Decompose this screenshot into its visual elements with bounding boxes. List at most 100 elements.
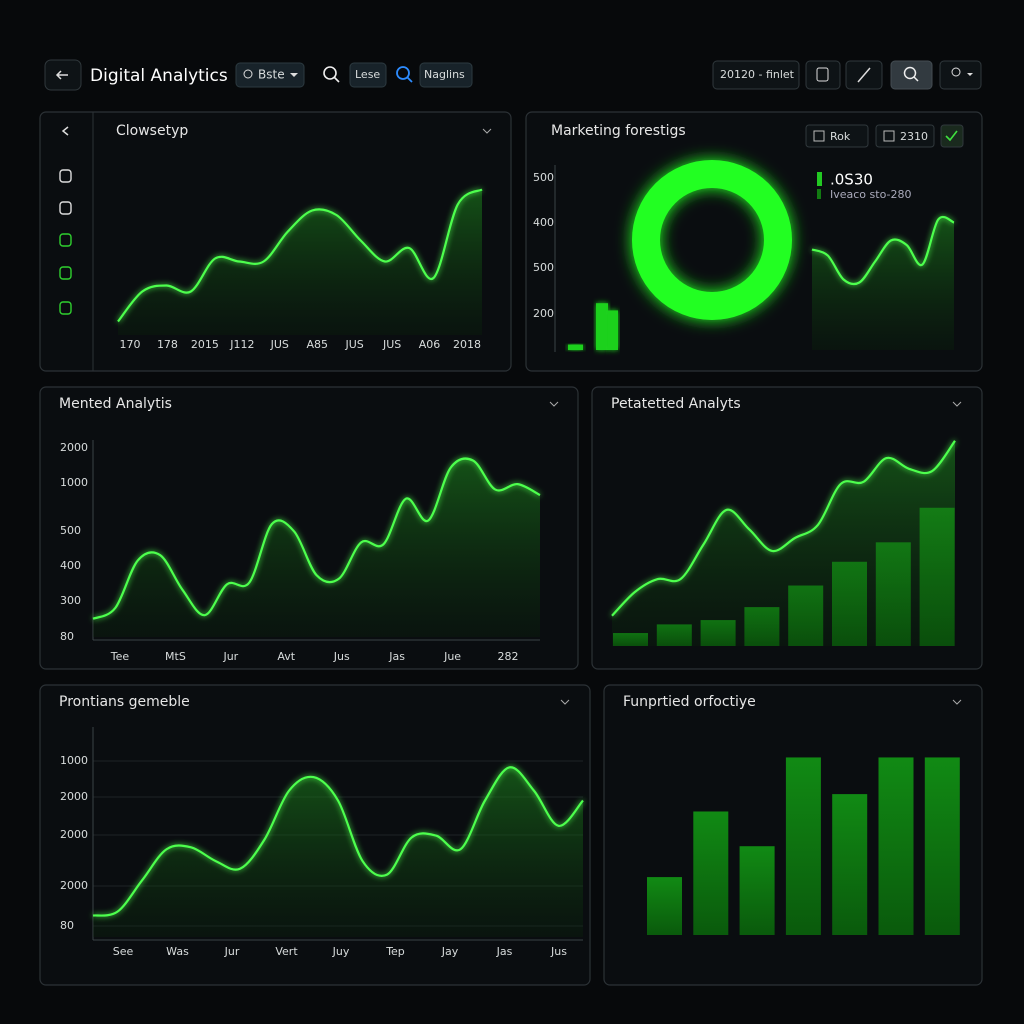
x-tick-label: JUS	[270, 338, 289, 351]
chevron[interactable]	[482, 128, 492, 134]
search-icon[interactable]	[396, 66, 410, 80]
line	[92, 457, 541, 620]
donut	[632, 160, 792, 320]
bar	[878, 757, 914, 935]
user-icon	[951, 67, 961, 77]
date-range[interactable]	[712, 60, 800, 90]
button-label: 2310	[900, 130, 928, 143]
filter-pill[interactable]	[419, 62, 473, 88]
bar	[568, 344, 583, 350]
x-tick-label: J112	[229, 338, 254, 351]
x-tick-label: Jas	[388, 650, 405, 663]
chevron[interactable]	[560, 699, 570, 705]
area	[118, 189, 482, 335]
x-tick-label: See	[113, 945, 134, 958]
filter-label: Naglins	[424, 68, 465, 81]
area	[612, 440, 955, 646]
y-tick-label: 500	[533, 261, 554, 274]
search-icon	[903, 66, 917, 80]
y-tick-label: 400	[60, 559, 81, 572]
line	[811, 215, 955, 286]
chevron[interactable]	[952, 699, 962, 705]
caret	[967, 73, 973, 76]
line	[611, 440, 956, 617]
bar	[924, 757, 960, 935]
bar	[596, 303, 608, 350]
panel-title: Petatetted Analyts	[611, 396, 741, 412]
y-tick-label: 80	[60, 919, 74, 932]
search-icon[interactable]	[323, 66, 337, 80]
back-icon	[55, 70, 68, 80]
y-tick-label: 1000	[60, 476, 88, 489]
y-tick-label: 200	[533, 307, 554, 320]
x-tick-label: 282	[498, 650, 519, 663]
search-icon	[243, 69, 253, 79]
x-tick-label: 178	[157, 338, 178, 351]
caret	[290, 73, 298, 77]
nav-icon[interactable]	[59, 301, 72, 315]
y-tick-label: 2000	[60, 828, 88, 841]
nav-icon[interactable]	[59, 201, 72, 215]
y-tick-label: 500	[533, 171, 554, 184]
nav-icon[interactable]	[59, 266, 72, 280]
x-tick-label: MtS	[165, 650, 186, 663]
bar	[832, 794, 868, 935]
search-handle	[406, 76, 413, 83]
filter-label: Bste	[258, 68, 285, 82]
bar	[608, 310, 618, 350]
app-title: Digital Analytics	[90, 66, 228, 86]
area	[93, 458, 540, 637]
icon-button[interactable]	[805, 60, 841, 90]
chevron[interactable]	[952, 401, 962, 407]
bar	[739, 846, 775, 935]
x-tick-label: Juy	[332, 945, 350, 958]
panel-title: Mented Analytis	[59, 396, 172, 412]
x-tick-label: 170	[120, 338, 141, 351]
icon-button[interactable]	[890, 60, 933, 90]
chevron[interactable]	[549, 401, 559, 407]
nav-icon[interactable]	[61, 126, 69, 136]
filter-label: Lese	[355, 68, 380, 81]
confirm-button[interactable]	[940, 124, 964, 148]
x-tick-label: Tee	[110, 650, 130, 663]
panel-title: Funprtied orfoctiye	[623, 694, 756, 710]
button-icon	[813, 130, 825, 142]
area	[812, 216, 954, 350]
nav-icon[interactable]	[59, 169, 72, 183]
x-tick-label: A85	[306, 338, 328, 351]
x-tick-label: Jus	[333, 650, 350, 663]
x-tick-label: A06	[419, 338, 441, 351]
y-tick-label: 80	[60, 630, 74, 643]
legend-swatch	[817, 189, 821, 199]
x-tick-label: Was	[166, 945, 189, 958]
x-tick-label: Jur	[224, 945, 240, 958]
y-tick-label: 400	[533, 216, 554, 229]
bar	[693, 811, 729, 935]
date-range-label: 20120 - finlet	[720, 68, 795, 81]
x-tick-label: Jay	[441, 945, 459, 958]
y-tick-label: 300	[60, 594, 81, 607]
x-tick-label: 2015	[191, 338, 219, 351]
y-tick-label: 2000	[60, 441, 88, 454]
x-tick-label: Jue	[443, 650, 461, 663]
search-handle	[913, 76, 919, 82]
x-tick-label: Tep	[385, 945, 405, 958]
nav-icon[interactable]	[59, 233, 72, 247]
x-tick-label: Avt	[277, 650, 295, 663]
legend-value: .0S30	[830, 171, 873, 189]
y-tick-label: 2000	[60, 790, 88, 803]
filter-pill[interactable]	[349, 62, 387, 88]
legend-label: Iveaco sto-280	[830, 188, 911, 201]
filter-pill[interactable]	[235, 62, 305, 88]
check-icon	[945, 130, 958, 142]
x-tick-label: Jus	[550, 945, 567, 958]
bar	[647, 877, 682, 935]
icon-button[interactable]	[939, 60, 982, 90]
x-tick-label: Jas	[496, 945, 513, 958]
line	[117, 188, 483, 323]
line	[92, 766, 584, 917]
y-tick-label: 1000	[60, 754, 88, 767]
